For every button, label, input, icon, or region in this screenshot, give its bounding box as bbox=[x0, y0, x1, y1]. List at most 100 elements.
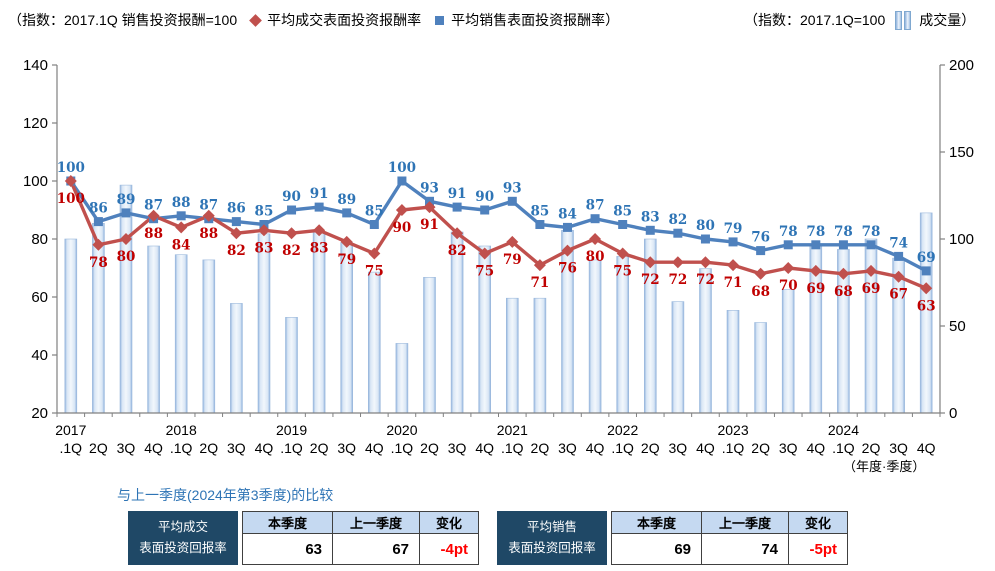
transaction-roi-marker bbox=[478, 247, 491, 260]
volume-bar bbox=[781, 289, 795, 414]
transaction-roi-marker bbox=[423, 201, 436, 214]
x-axis-quarter-label: 3Q bbox=[117, 440, 136, 456]
table-row-header: 平均成交 表面投资回报率 bbox=[128, 511, 238, 565]
x-axis-quarter-label: 2Q bbox=[862, 440, 881, 456]
volume-bar bbox=[588, 259, 602, 414]
sales-roi-data-label: 78 bbox=[779, 224, 798, 240]
volume-bar bbox=[64, 238, 78, 414]
transaction-roi-marker bbox=[616, 247, 629, 260]
sales-roi-data-label: 78 bbox=[806, 224, 825, 240]
sales-roi-data-label: 69 bbox=[917, 250, 936, 266]
x-axis-quarter-label: 2Q bbox=[751, 440, 770, 456]
transaction-roi-marker bbox=[865, 264, 878, 277]
transaction-roi-data-label: 71 bbox=[530, 275, 549, 291]
legend-left: （指数：2017.1Q 销售投资报酬=100 平均成交表面投资报酬率 平均销售表… bbox=[8, 10, 619, 30]
transaction-roi-marker bbox=[727, 259, 740, 272]
transaction-roi-marker bbox=[920, 282, 933, 295]
sales-roi-marker bbox=[728, 237, 738, 247]
x-axis-quarter-label: 4Q bbox=[255, 440, 274, 456]
transaction-roi-data-label: 68 bbox=[834, 284, 853, 300]
volume-bar bbox=[285, 316, 298, 414]
sales-roi-marker bbox=[507, 196, 517, 206]
x-axis-year-label: 2024 bbox=[828, 422, 859, 438]
transaction-roi-marker bbox=[257, 224, 270, 237]
sales-roi-data-label: 90 bbox=[475, 189, 494, 205]
transaction-roi-marker bbox=[202, 209, 215, 222]
right-axis-label: 0 bbox=[949, 405, 957, 422]
current-value: 69 bbox=[612, 534, 702, 564]
transaction-roi-data-label: 63 bbox=[917, 298, 936, 314]
left-axis-label: 20 bbox=[31, 405, 48, 422]
sales-roi-marker bbox=[590, 214, 600, 224]
sales-roi-data-label: 100 bbox=[388, 160, 416, 176]
transaction-roi-data-label: 79 bbox=[503, 252, 522, 268]
x-axis-quarter-label: .1Q bbox=[501, 440, 524, 456]
left-axis-label: 120 bbox=[23, 115, 48, 132]
x-axis-quarter-label: 2Q bbox=[641, 440, 660, 456]
x-axis-quarter-label: 4Q bbox=[365, 440, 384, 456]
sales-roi-marker bbox=[838, 240, 848, 250]
volume-bar bbox=[174, 254, 188, 414]
sales-roi-data-label: 88 bbox=[172, 195, 191, 211]
transaction-roi-marker bbox=[589, 233, 602, 245]
sales-roi-data-label: 86 bbox=[89, 201, 108, 217]
sales-roi-data-label: 89 bbox=[117, 192, 136, 208]
col-header-current: 本季度 bbox=[612, 512, 702, 534]
chart-svg: 20 40 60 80 100 120 140 0 50 100 150 200 2017 .1Q 2Q 3Q… bbox=[23, 57, 974, 456]
transaction-roi-data-label: 72 bbox=[696, 272, 715, 288]
x-axis-quarter-label: 3Q bbox=[337, 440, 356, 456]
transaction-roi-data-label: 75 bbox=[613, 264, 632, 280]
transaction-roi-data-label: 79 bbox=[337, 252, 356, 268]
x-axis-quarter-label: 3Q bbox=[779, 440, 798, 456]
left-axis-label: 80 bbox=[31, 231, 48, 248]
transaction-roi-data-label: 78 bbox=[89, 255, 108, 271]
sales-roi-comparison-table: 平均销售 表面投资回报率 本季度 上一季度 变化 69 74 -5pt bbox=[497, 511, 848, 565]
transaction-roi-data-label: 76 bbox=[558, 261, 577, 277]
current-value: 63 bbox=[243, 534, 333, 564]
sales-roi-marker bbox=[866, 240, 876, 250]
sales-roi-marker bbox=[645, 225, 655, 235]
transaction-roi-marker bbox=[451, 227, 464, 240]
sales-roi-marker bbox=[452, 202, 462, 212]
transaction-roi-legend-label: 平均成交表面投资报酬率 bbox=[267, 12, 422, 28]
col-header-previous: 上一季度 bbox=[702, 512, 789, 534]
col-header-current: 本季度 bbox=[243, 512, 333, 534]
x-axis-quarter-label: 4Q bbox=[917, 440, 936, 456]
sales-roi-marker bbox=[535, 220, 545, 229]
x-axis-quarter-label: 3Q bbox=[669, 440, 688, 456]
left-axis-label: 60 bbox=[31, 289, 48, 306]
transaction-roi-data-label: 88 bbox=[144, 226, 163, 242]
sales-roi-data-label: 84 bbox=[558, 206, 577, 222]
transaction-roi-marker bbox=[92, 238, 105, 251]
sales-roi-data-label: 86 bbox=[227, 201, 246, 217]
transaction-roi-marker bbox=[892, 270, 905, 283]
sales-roi-marker bbox=[287, 205, 297, 215]
transaction-roi-data-label: 75 bbox=[475, 264, 494, 280]
volume-bar bbox=[257, 233, 271, 414]
change-value: -5pt bbox=[809, 540, 838, 558]
legend-right: （指数：2017.1Q=100 成交量） bbox=[744, 10, 975, 30]
transaction-roi-data-label: 75 bbox=[365, 264, 384, 280]
x-axis-quarter-label: .1Q bbox=[722, 440, 745, 456]
left-axis-label: 40 bbox=[31, 347, 48, 364]
transaction-roi-marker bbox=[285, 227, 298, 240]
transaction-roi-data-label: 82 bbox=[282, 243, 301, 259]
transaction-roi-marker bbox=[644, 256, 657, 269]
comparison-title: 与上一季度(2024年第3季度)的比较 bbox=[117, 487, 334, 503]
volume-legend-label: 成交量） bbox=[919, 12, 976, 28]
x-axis-quarter-label: 3Q bbox=[558, 440, 577, 456]
sales-roi-data-label: 90 bbox=[282, 189, 301, 205]
sales-roi-legend-label: 平均销售表面投资报酬率） bbox=[451, 12, 620, 28]
sales-roi-marker bbox=[921, 266, 931, 276]
sales-roi-marker bbox=[562, 222, 572, 232]
x-axis-quarter-label: 2Q bbox=[420, 440, 439, 456]
sales-roi-marker bbox=[618, 220, 628, 229]
volume-bar bbox=[561, 230, 574, 414]
volume-bar bbox=[726, 309, 740, 414]
col-header-change: 变化 bbox=[420, 512, 478, 534]
transaction-roi-marker bbox=[671, 256, 684, 269]
x-axis-quarter-label: .1Q bbox=[611, 440, 634, 456]
x-axis-quarter-label: 3Q bbox=[448, 440, 467, 456]
x-axis-year-label: 2017 bbox=[55, 422, 86, 438]
x-axis-year-label: 2019 bbox=[276, 422, 307, 438]
